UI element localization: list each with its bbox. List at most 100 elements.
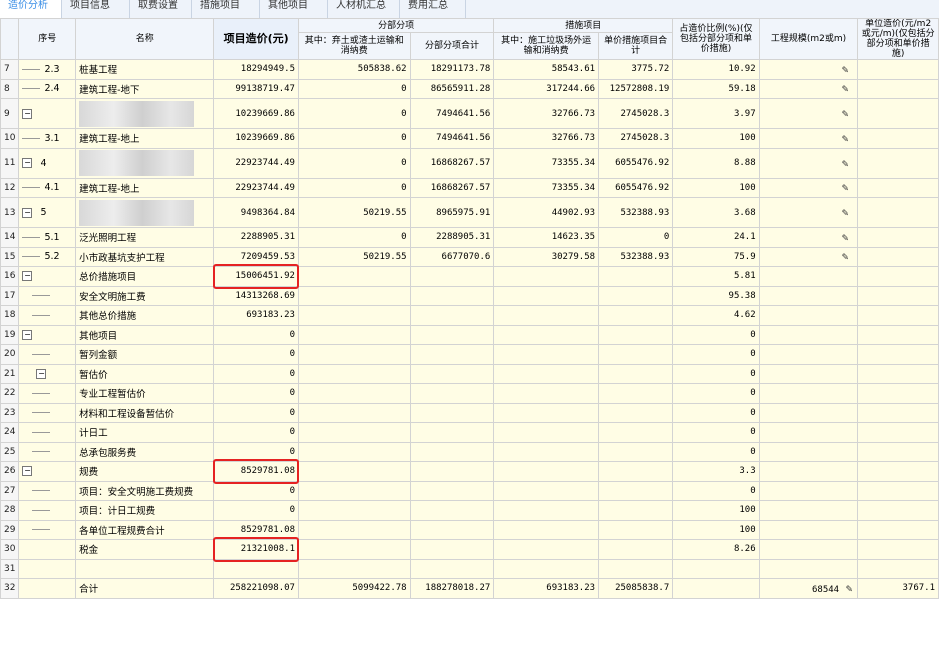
scale-cell[interactable] <box>758 558 859 579</box>
cuoshi-disposal-cell[interactable] <box>493 305 600 326</box>
fenbu-disposal-cell[interactable] <box>297 363 411 384</box>
ratio-cell[interactable]: 4.62 <box>672 305 760 326</box>
seq-cell[interactable] <box>18 383 77 404</box>
fenbu-total-cell[interactable]: 8965975.91 <box>409 197 495 228</box>
fenbu-disposal-cell[interactable] <box>297 480 411 501</box>
unit-price-cell[interactable] <box>857 363 939 384</box>
scale-cell[interactable] <box>758 344 859 365</box>
tab-3[interactable]: 措施项目 <box>192 0 260 18</box>
scale-cell[interactable] <box>758 500 859 521</box>
project-price-cell[interactable] <box>213 558 299 579</box>
table-row[interactable]: 10 3.1 建筑工程-地上 10239669.86 0 7494641.56 32766.… <box>0 128 939 149</box>
seq-cell[interactable]: 5.1 <box>18 227 77 248</box>
table-row[interactable]: 28 项目：计日工规费 0 100 <box>0 500 939 521</box>
name-cell[interactable]: 暂列金额 <box>75 344 215 365</box>
table-row[interactable]: 9− 10239669.86 0 7494641.56 32766.73 2745028.… <box>0 98 939 129</box>
ratio-cell[interactable]: 59.18 <box>672 78 760 99</box>
seq-cell[interactable]: 5.2 <box>18 246 77 267</box>
ratio-cell[interactable]: 10.92 <box>672 59 760 80</box>
fenbu-disposal-cell[interactable] <box>297 519 411 540</box>
fenbu-disposal-cell[interactable] <box>297 324 411 345</box>
name-cell[interactable]: 税金 <box>75 539 215 560</box>
fenbu-total-cell[interactable]: 7494641.56 <box>409 128 495 149</box>
fenbu-total-cell[interactable]: 86565911.28 <box>409 78 495 99</box>
scale-cell[interactable]: ✎ <box>758 177 859 198</box>
cuoshi-unit-total-cell[interactable]: 2745028.3 <box>598 128 674 149</box>
fenbu-disposal-cell[interactable]: 0 <box>297 98 411 129</box>
seq-cell[interactable] <box>18 500 77 521</box>
cuoshi-disposal-cell[interactable] <box>493 422 600 443</box>
ratio-cell[interactable]: 5.81 <box>672 266 760 287</box>
header-cuoshi-sub2[interactable]: 单价措施项目合计 <box>598 32 674 60</box>
name-cell[interactable]: 桩基工程 <box>75 59 215 80</box>
seq-cell[interactable]: − <box>18 363 77 384</box>
tab-5[interactable]: 人材机汇总 <box>328 0 400 18</box>
ratio-cell[interactable]: 3.3 <box>672 461 760 482</box>
name-cell[interactable]: 其他项目 <box>75 324 215 345</box>
seq-cell[interactable]: 2.4 <box>18 78 77 99</box>
fenbu-total-cell[interactable]: 6677070.6 <box>409 246 495 267</box>
seq-cell[interactable] <box>18 305 77 326</box>
project-price-cell[interactable]: 22923744.49 <box>213 147 299 179</box>
project-price-cell[interactable]: 21321008.1 <box>213 539 299 560</box>
scale-cell[interactable] <box>758 324 859 345</box>
scale-cell[interactable] <box>758 266 859 287</box>
cuoshi-disposal-cell[interactable]: 30279.58 <box>493 246 600 267</box>
name-cell[interactable] <box>75 98 215 129</box>
edit-pencil-icon[interactable]: ✎ <box>839 581 853 595</box>
fenbu-disposal-cell[interactable]: 0 <box>297 128 411 149</box>
project-price-cell[interactable]: 0 <box>213 500 299 521</box>
cuoshi-disposal-cell[interactable]: 44902.93 <box>493 197 600 228</box>
fenbu-total-cell[interactable] <box>409 500 495 521</box>
fenbu-total-cell[interactable]: 16868267.57 <box>409 147 495 179</box>
unit-price-cell[interactable]: 3767.1 <box>857 578 939 599</box>
fenbu-disposal-cell[interactable] <box>297 539 411 560</box>
project-price-cell[interactable]: 0 <box>213 422 299 443</box>
scale-cell[interactable]: ✎ <box>758 147 859 179</box>
fenbu-total-cell[interactable] <box>409 422 495 443</box>
name-cell[interactable]: 材料和工程设备暂估价 <box>75 402 215 423</box>
edit-pencil-icon[interactable]: ✎ <box>841 206 849 219</box>
header-seq[interactable]: 序号 <box>18 18 77 60</box>
ratio-cell[interactable]: 100 <box>672 177 760 198</box>
collapse-toggle-icon[interactable]: − <box>22 108 33 119</box>
project-price-cell[interactable]: 0 <box>213 324 299 345</box>
name-cell[interactable]: 泛光照明工程 <box>75 227 215 248</box>
name-cell[interactable]: 合计 <box>75 578 215 599</box>
collapse-toggle-icon[interactable]: − <box>22 466 33 477</box>
unit-price-cell[interactable] <box>857 59 939 80</box>
name-cell[interactable] <box>75 147 215 179</box>
seq-cell[interactable] <box>18 539 77 560</box>
name-cell[interactable]: 项目：计日工规费 <box>75 500 215 521</box>
unit-price-cell[interactable] <box>857 177 939 198</box>
fenbu-total-cell[interactable] <box>409 402 495 423</box>
scale-cell[interactable]: ✎ <box>758 227 859 248</box>
unit-price-cell[interactable] <box>857 539 939 560</box>
header-scale[interactable]: 工程规模(m2或m) <box>758 18 859 60</box>
tab-4[interactable]: 其他项目 <box>260 0 328 18</box>
edit-pencil-icon[interactable]: ✎ <box>841 181 849 195</box>
seq-cell[interactable] <box>18 441 77 462</box>
cuoshi-unit-total-cell[interactable]: 0 <box>598 227 674 248</box>
cuoshi-disposal-cell[interactable]: 32766.73 <box>493 128 600 149</box>
scale-cell[interactable]: ✎ <box>758 128 859 149</box>
fenbu-disposal-cell[interactable] <box>297 344 411 365</box>
fenbu-disposal-cell[interactable]: 0 <box>297 78 411 99</box>
unit-price-cell[interactable] <box>857 285 939 306</box>
name-cell[interactable]: 其他总价措施 <box>75 305 215 326</box>
fenbu-total-cell[interactable] <box>409 266 495 287</box>
cuoshi-unit-total-cell[interactable] <box>598 539 674 560</box>
cuoshi-disposal-cell[interactable] <box>493 285 600 306</box>
project-price-cell[interactable]: 0 <box>213 383 299 404</box>
unit-price-cell[interactable] <box>857 461 939 482</box>
cuoshi-unit-total-cell[interactable] <box>598 558 674 579</box>
fenbu-disposal-cell[interactable]: 0 <box>297 147 411 179</box>
name-cell[interactable]: 总承包服务费 <box>75 441 215 462</box>
cuoshi-unit-total-cell[interactable]: 12572808.19 <box>598 78 674 99</box>
table-row[interactable]: 29 各单位工程规费合计 8529781.08 100 <box>0 519 939 540</box>
cuoshi-unit-total-cell[interactable] <box>598 519 674 540</box>
cuoshi-disposal-cell[interactable] <box>493 441 600 462</box>
unit-price-cell[interactable] <box>857 500 939 521</box>
fenbu-disposal-cell[interactable]: 0 <box>297 177 411 198</box>
name-cell[interactable]: 小市政基坑支护工程 <box>75 246 215 267</box>
